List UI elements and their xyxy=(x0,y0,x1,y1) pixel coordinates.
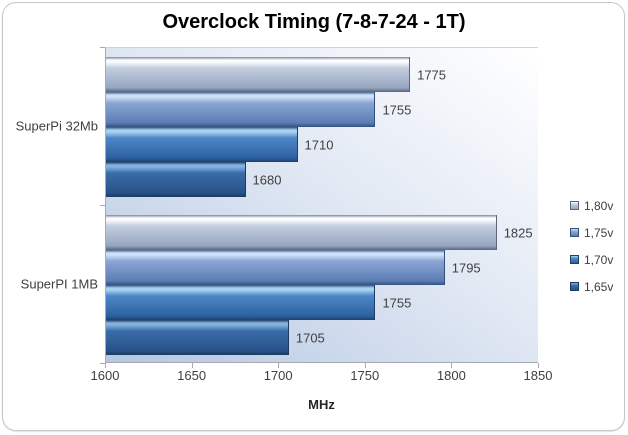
category-label-superpi-1mb: SuperPI 1MB xyxy=(20,276,98,292)
legend-marker-icon xyxy=(570,282,579,291)
legend-label: 1,80v xyxy=(584,198,614,213)
bar-superpi-1mb-1.65v xyxy=(106,320,289,355)
plot-area: 1775 1755 1710 1680 1825 1795 1755 1705 xyxy=(105,47,538,363)
legend-marker-icon xyxy=(570,255,579,264)
x-axis-tick xyxy=(105,363,106,368)
bar-value-label: 1755 xyxy=(382,295,412,310)
x-axis-tick-label: 1750 xyxy=(350,368,380,383)
bar-superpi-32mb-1.80v xyxy=(106,57,411,92)
y-axis-tick xyxy=(100,47,105,48)
bar-superpi-1mb-1.80v xyxy=(106,215,497,250)
bar-superpi-32mb-1.75v xyxy=(106,92,376,127)
legend: 1,80v 1,75v 1,70v 1,65v xyxy=(570,192,613,300)
legend-entry-1.80v: 1,80v xyxy=(570,192,613,219)
legend-marker-icon xyxy=(570,201,579,210)
y-axis-tick xyxy=(100,205,105,206)
x-axis-tick-label: 1600 xyxy=(90,368,120,383)
bar-value-label: 1680 xyxy=(252,172,282,187)
bar-value-label: 1705 xyxy=(295,330,325,345)
x-axis-tick xyxy=(278,363,280,368)
legend-entry-1.75v: 1,75v xyxy=(570,219,613,246)
chart-title: Overclock Timing (7-8-7-24 - 1T) xyxy=(162,11,466,33)
category-label-superpi-32mb: SuperPi 32Mb xyxy=(15,118,98,134)
legend-entry-1.65v: 1,65v xyxy=(570,273,613,300)
x-axis-tick xyxy=(538,363,539,368)
legend-marker-icon xyxy=(570,228,579,237)
legend-label: 1,65v xyxy=(584,279,614,294)
bar-superpi-32mb-1.65v xyxy=(106,162,246,197)
x-axis-tick xyxy=(364,363,366,368)
bar-superpi-1mb-1.75v xyxy=(106,250,445,285)
bar-superpi-32mb-1.70v xyxy=(106,127,298,162)
x-axis-tick-label: 1800 xyxy=(436,368,466,383)
x-axis-tick-label: 1700 xyxy=(263,368,293,383)
bar-value-label: 1775 xyxy=(417,67,447,82)
bar-value-label: 1710 xyxy=(304,137,334,152)
x-axis-tick-label: 1850 xyxy=(523,368,553,383)
bar-value-label: 1755 xyxy=(382,102,412,117)
legend-entry-1.70v: 1,70v xyxy=(570,246,613,273)
bar-superpi-1mb-1.70v xyxy=(106,285,376,320)
x-axis-tick xyxy=(451,363,453,368)
x-axis-tick xyxy=(191,363,193,368)
y-axis-tick xyxy=(100,363,105,364)
legend-label: 1,70v xyxy=(584,252,614,267)
x-axis-tick-label: 1650 xyxy=(177,368,207,383)
x-axis-title: MHz xyxy=(308,397,335,412)
legend-label: 1,75v xyxy=(584,225,614,240)
bar-value-label: 1795 xyxy=(451,260,481,275)
bar-value-label: 1825 xyxy=(503,225,533,240)
